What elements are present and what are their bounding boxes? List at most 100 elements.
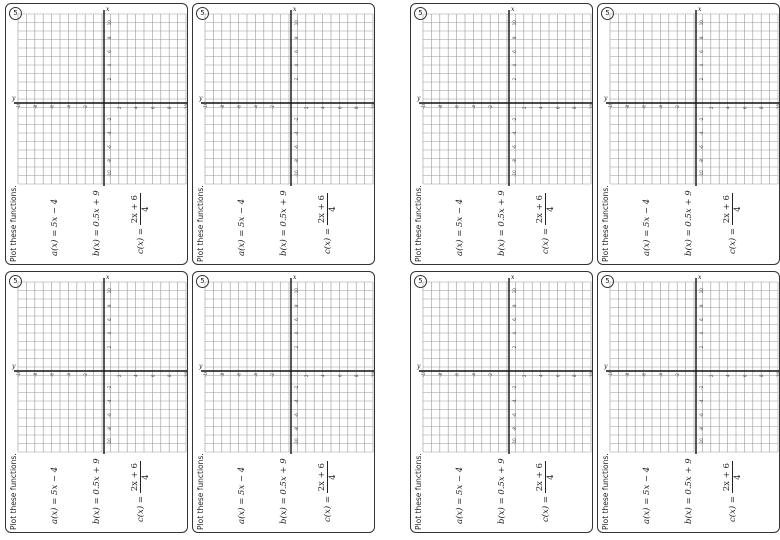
horizontal-tick-label: 2	[522, 106, 527, 109]
horizontal-tick-label: -6	[50, 373, 55, 377]
horizontal-tick-label: -4	[658, 373, 663, 377]
function-a: a(x) = 5x − 4	[237, 198, 247, 256]
vertical-tick-label: -10	[699, 170, 704, 177]
vertical-tick-label: -6	[107, 145, 112, 149]
function-a: a(x) = 5x − 4	[642, 466, 652, 524]
vertical-tick-label: -6	[699, 145, 704, 149]
horizontal-tick-label: 8	[759, 106, 764, 109]
horizontal-tick-label: -8	[625, 105, 630, 109]
function-c-name: c(x)	[136, 237, 146, 254]
horizontal-tick-label: 10	[776, 103, 780, 109]
vertical-tick-label: 2	[294, 77, 299, 80]
function-c-name: c(x)	[541, 237, 551, 254]
vertical-tick-label: 2	[107, 345, 112, 348]
vertical-tick-label: -8	[107, 159, 112, 163]
vertical-tick-label: 4	[107, 332, 112, 335]
instruction-text: Plot these functions.	[196, 185, 205, 262]
function-b-expr: 0.5x + 9	[497, 458, 507, 495]
horizontal-tick-label: 2	[709, 106, 714, 109]
horizontal-tick-label: 2	[709, 374, 714, 377]
grid-lines	[609, 13, 779, 185]
function-c-denominator: 4	[546, 474, 556, 480]
y-axis-label: y	[198, 95, 203, 102]
vertical-tick-label: 2	[699, 77, 704, 80]
function-c: c(x) = 2x + 6 4	[722, 193, 743, 254]
vertical-tick-label: 4	[699, 64, 704, 67]
function-b: b(x) = 0.5x + 9	[279, 190, 289, 256]
vertical-tick-label: -8	[107, 427, 112, 431]
vertical-tick-label: -4	[699, 131, 704, 135]
vertical-tick-label: 10	[699, 288, 704, 294]
grid-lines	[17, 281, 187, 453]
function-c-name: c(x)	[136, 505, 146, 522]
worksheet-card: x y 10 8 6 4 2 -2 -4 -6 -8 -10 -10 -8 -6 -4 -2 2 4 6 8 10 5 P…	[5, 271, 188, 533]
function-b-name: b(x)	[279, 239, 289, 256]
instruction-text: Plot these functions.	[9, 185, 18, 262]
horizontal-tick-label: 4	[726, 374, 731, 377]
vertical-tick-label: 4	[107, 64, 112, 67]
horizontal-tick-label: 6	[150, 106, 155, 109]
function-c: c(x) = 2x + 6 4	[130, 461, 151, 522]
function-b: b(x) = 0.5x + 9	[684, 458, 694, 524]
horizontal-tick-label: 2	[117, 106, 122, 109]
vertical-tick-label: 8	[699, 36, 704, 39]
vertical-tick-label: 4	[699, 332, 704, 335]
horizontal-tick-label: 6	[742, 106, 747, 109]
horizontal-tick-label: 4	[726, 106, 731, 109]
horizontal-tick-label: 2	[304, 106, 309, 109]
function-c-name: c(x)	[728, 505, 738, 522]
horizontal-tick-label: 8	[572, 106, 577, 109]
x-axis-label: x	[293, 6, 297, 13]
vertical-tick-label: -2	[107, 117, 112, 121]
function-a: a(x) = 5x − 4	[50, 466, 60, 524]
horizontal-tick-label: 4	[321, 106, 326, 109]
horizontal-tick-label: -10	[421, 370, 426, 377]
horizontal-tick-label: -4	[658, 105, 663, 109]
vertical-tick-label: 10	[294, 288, 299, 294]
horizontal-tick-label: -8	[33, 373, 38, 377]
x-axis-label: x	[511, 274, 515, 281]
function-a-expr: 5x − 4	[642, 466, 652, 495]
vertical-tick-label: -6	[294, 145, 299, 149]
vertical-tick-label: 8	[294, 304, 299, 307]
vertical-tick-label: 2	[512, 77, 517, 80]
function-b: b(x) = 0.5x + 9	[497, 458, 507, 524]
coordinate-grid: x y 10 8 6 4 2 -2 -4 -6 -8 -10 -10 -8 -6 -4 -2 2 4 6 8 10	[198, 6, 374, 186]
horizontal-tick-label: 8	[167, 106, 172, 109]
horizontal-tick-label: -2	[270, 373, 275, 377]
function-c-name: c(x)	[323, 237, 333, 254]
horizontal-tick-label: -2	[675, 105, 680, 109]
vertical-tick-label: 10	[107, 20, 112, 26]
horizontal-tick-label: -8	[220, 105, 225, 109]
function-a-expr: 5x − 4	[455, 198, 465, 227]
vertical-tick-label: 8	[107, 36, 112, 39]
horizontal-tick-label: 8	[167, 374, 172, 377]
coordinate-grid: x y 10 8 6 4 2 -2 -4 -6 -8 -10 -10 -8 -6 -4 -2 2 4 6 8 10	[416, 6, 592, 186]
vertical-tick-label: 2	[107, 77, 112, 80]
function-c-name: c(x)	[323, 505, 333, 522]
function-b-expr: 0.5x + 9	[684, 190, 694, 227]
horizontal-tick-label: -2	[270, 105, 275, 109]
vertical-tick-label: 10	[294, 20, 299, 26]
vertical-tick-label: 2	[294, 345, 299, 348]
function-b-expr: 0.5x + 9	[684, 458, 694, 495]
vertical-tick-label: 4	[512, 332, 517, 335]
y-axis-label: y	[603, 95, 608, 102]
vertical-tick-label: -2	[294, 117, 299, 121]
horizontal-tick-label: -10	[203, 102, 208, 109]
function-c-fraction: 2x + 6 4	[722, 461, 743, 494]
function-c-fraction: 2x + 6 4	[130, 193, 151, 226]
vertical-tick-label: 4	[512, 64, 517, 67]
function-a: a(x) = 5x − 4	[455, 466, 465, 524]
function-a-expr: 5x − 4	[237, 466, 247, 495]
function-c-fraction: 2x + 6 4	[535, 461, 556, 494]
coordinate-grid: x y 10 8 6 4 2 -2 -4 -6 -8 -10 -10 -8 -6 -4 -2 2 4 6 8 10	[603, 6, 780, 186]
horizontal-tick-label: -10	[608, 370, 613, 377]
worksheet-card: x y 10 8 6 4 2 -2 -4 -6 -8 -10 -10 -8 -6 -4 -2 2 4 6 8 10 5 P…	[597, 271, 780, 533]
vertical-tick-label: 10	[699, 20, 704, 26]
horizontal-tick-label: 4	[539, 374, 544, 377]
function-a-name: a(x)	[455, 239, 465, 257]
function-a: a(x) = 5x − 4	[50, 198, 60, 256]
vertical-tick-label: 10	[512, 288, 517, 294]
horizontal-tick-label: -10	[203, 370, 208, 377]
